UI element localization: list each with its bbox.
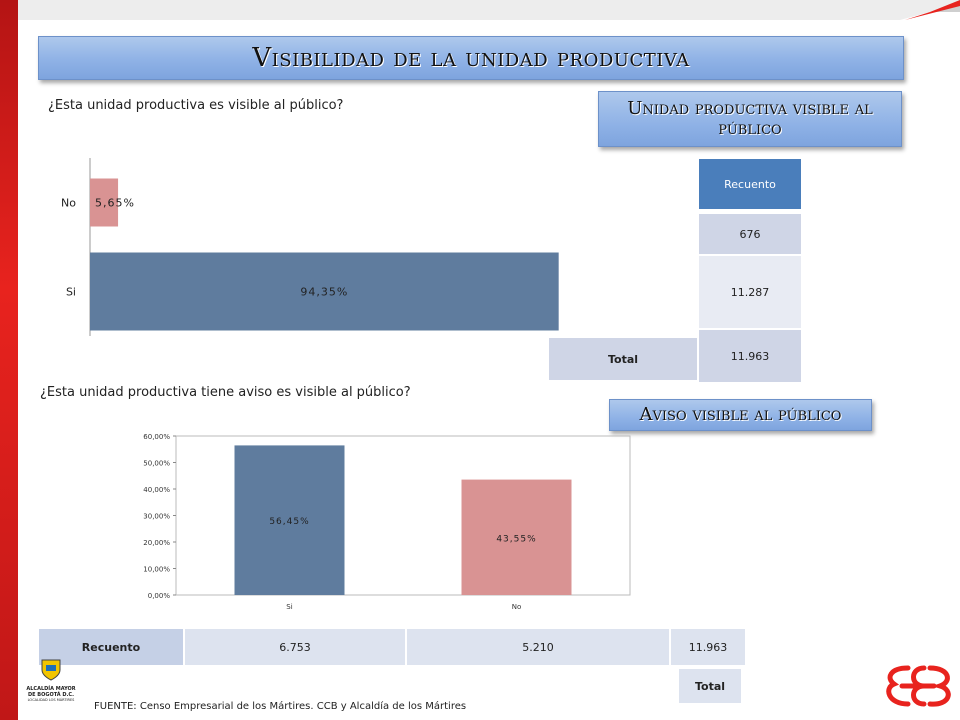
alcaldia-logo: ALCALDÍA MAYOR DE BOGOTÁ D.C. LOCALIDAD … <box>22 658 80 714</box>
chart2-bar-no <box>461 479 572 595</box>
chart2-category-label: Si <box>286 603 292 611</box>
section1-title: Unidad productiva visible al público <box>627 98 873 139</box>
chart1-category-label: Si <box>66 286 76 299</box>
chart-visible-al-publico: No 5,65% Si 94,35% <box>61 158 559 336</box>
chart2-ytick-label: 60,00% <box>143 433 170 441</box>
table1-value-si: 11.287 <box>698 255 802 329</box>
top-banner <box>0 0 960 20</box>
chart1-bar-si <box>90 252 559 331</box>
table1-total-label: Total <box>548 337 698 381</box>
source-note: FUENTE: Censo Empresarial de los Mártire… <box>94 701 467 712</box>
page-title-box: Visibilidad de la unidad productiva <box>38 36 904 80</box>
section2-title: Aviso visible al público <box>639 404 842 425</box>
table1-header: Recuento <box>698 158 802 210</box>
chart2-category-label: No <box>512 603 522 611</box>
question-2: ¿Esta unidad productiva tiene aviso es v… <box>40 385 411 400</box>
section2-title-box: Aviso visible al público <box>609 399 872 431</box>
logo-line-3: LOCALIDAD LOS MÁRTIRES <box>27 698 75 702</box>
chart2-ytick-label: 0,00% <box>148 592 171 600</box>
chart-aviso-visible: 0,00% 10,00% 20,00% 30,00% 40,00% 50,00% 60,00… <box>143 433 631 611</box>
section1-title-box: Unidad productiva visible al público <box>598 91 902 147</box>
question-1: ¿Esta unidad productiva es visible al pú… <box>48 98 344 113</box>
table1-total-value: 11.963 <box>698 329 802 383</box>
page-title: Visibilidad de la unidad productiva <box>252 43 690 73</box>
chart2-ytick-label: 20,00% <box>143 539 170 547</box>
table2-value-no: 5.210 <box>406 628 670 666</box>
table2-total-label: Total <box>678 668 742 704</box>
chart1-bar-no <box>90 178 119 227</box>
table2-total-value: 11.963 <box>670 628 746 666</box>
table1-value-no: 676 <box>698 213 802 255</box>
chart1-category-label: No <box>61 197 76 210</box>
chart2-data-label: 43,55% <box>496 534 536 544</box>
chart2-ytick-label: 10,00% <box>143 566 170 574</box>
chart1-data-label: 94,35% <box>300 286 348 299</box>
chart2-ytick-label: 50,00% <box>143 460 170 468</box>
table2-value-si: 6.753 <box>184 628 406 666</box>
logo-line-1: ALCALDÍA MAYOR <box>26 686 76 692</box>
chart1-data-label: 5,65% <box>95 197 135 210</box>
left-accent-bar <box>0 0 18 720</box>
chart2-ytick-label: 30,00% <box>143 513 170 521</box>
chart2-ytick-label: 40,00% <box>143 486 170 494</box>
shield-icon <box>41 659 61 681</box>
table2-row-label: Recuento <box>38 628 184 666</box>
logo-line-2: DE BOGOTÁ D.C. <box>28 692 74 698</box>
chart2-bar-si <box>234 445 345 595</box>
ccb-logo-icon <box>886 665 951 707</box>
chart2-data-label: 56,45% <box>269 517 309 527</box>
